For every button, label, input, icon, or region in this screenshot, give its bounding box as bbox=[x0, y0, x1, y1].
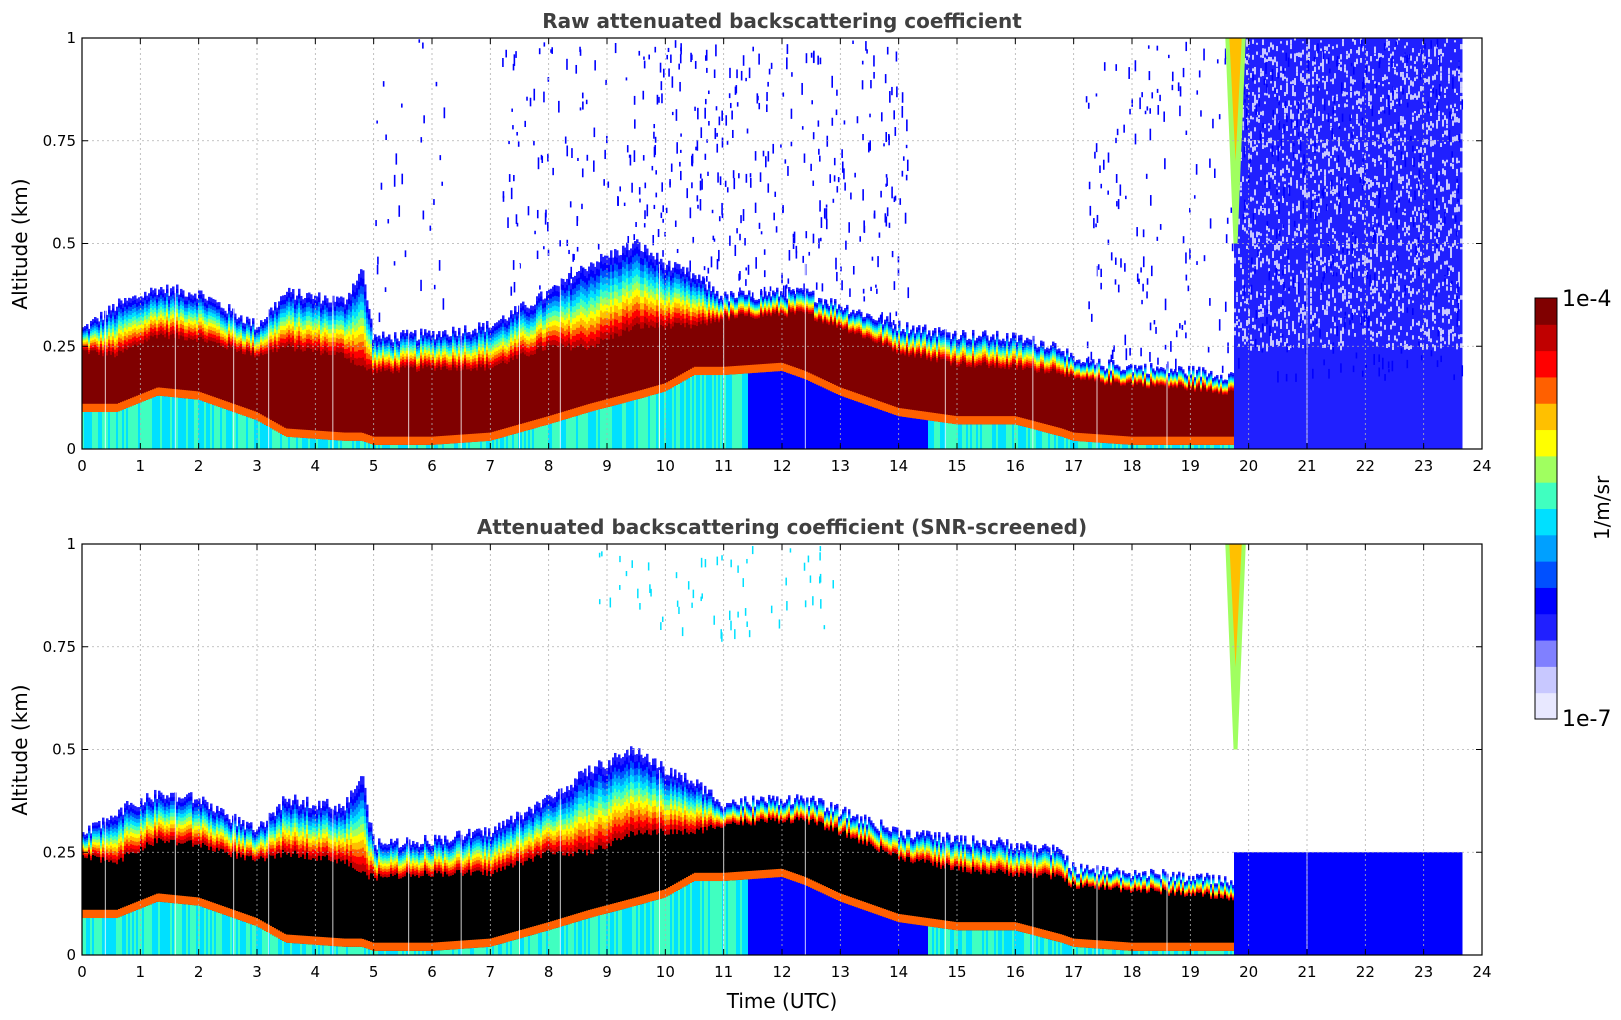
x-tick-label: 11 bbox=[714, 963, 733, 981]
x-tick-label: 2 bbox=[194, 457, 204, 475]
x-tick-label: 1 bbox=[136, 457, 146, 475]
panel-screened-y-axis: 0 0.25 0.5 0.75 1 bbox=[43, 535, 1482, 964]
panel-raw-y-axis: 0 0.25 0.5 0.75 1 bbox=[43, 29, 1482, 458]
colorbar-swatch bbox=[1535, 666, 1557, 694]
colorbar: 1e-4 1e-7 1/m/sr bbox=[1534, 287, 1614, 732]
x-tick-label: 0 bbox=[77, 457, 87, 475]
colorbar-swatch bbox=[1535, 613, 1557, 641]
panel-raw-grid bbox=[82, 38, 1482, 449]
x-tick-label: 14 bbox=[889, 457, 908, 475]
colorbar-max-label: 1e-4 bbox=[1562, 287, 1611, 312]
x-tick-label: 18 bbox=[1122, 457, 1141, 475]
colorbar-swatches bbox=[1535, 298, 1557, 720]
y-tick-label: 0.75 bbox=[43, 132, 76, 150]
x-tick-label: 3 bbox=[252, 457, 262, 475]
colorbar-swatch bbox=[1535, 455, 1557, 483]
x-tick-label: 23 bbox=[1414, 457, 1433, 475]
x-tick-label: 15 bbox=[947, 963, 966, 981]
colorbar-swatch bbox=[1535, 298, 1557, 325]
x-tick-label: 4 bbox=[311, 963, 321, 981]
x-tick-label: 6 bbox=[427, 963, 437, 981]
x-tick-label: 16 bbox=[1006, 457, 1025, 475]
panel-raw-title: Raw attenuated backscattering coefficien… bbox=[542, 9, 1022, 33]
x-tick-label: 12 bbox=[772, 457, 791, 475]
x-tick-label: 23 bbox=[1414, 963, 1433, 981]
y-tick-label: 1 bbox=[66, 29, 76, 47]
x-tick-label: 8 bbox=[544, 457, 554, 475]
panel-screened: Attenuated backscattering coefficient (S… bbox=[8, 515, 1492, 1013]
colorbar-frame bbox=[1534, 297, 1558, 720]
x-tick-label: 20 bbox=[1239, 963, 1258, 981]
colorbar-swatch bbox=[1535, 376, 1557, 404]
y-tick-label: 0.5 bbox=[52, 741, 76, 759]
x-tick-label: 24 bbox=[1472, 457, 1491, 475]
x-tick-label: 14 bbox=[889, 963, 908, 981]
colorbar-swatch bbox=[1535, 429, 1557, 457]
x-tick-label: 16 bbox=[1006, 963, 1025, 981]
x-tick-label: 22 bbox=[1356, 963, 1375, 981]
colorbar-swatch bbox=[1535, 587, 1557, 615]
x-tick-label: 10 bbox=[656, 963, 675, 981]
x-tick-label: 22 bbox=[1356, 457, 1375, 475]
colorbar-swatch bbox=[1535, 640, 1557, 667]
x-tick-label: 0 bbox=[77, 963, 87, 981]
x-tick-label: 4 bbox=[311, 457, 321, 475]
x-tick-label: 1 bbox=[136, 963, 146, 981]
colorbar-swatch bbox=[1535, 534, 1557, 562]
colorbar-min-label: 1e-7 bbox=[1562, 707, 1611, 732]
x-tick-label: 9 bbox=[602, 457, 612, 475]
y-tick-label: 0 bbox=[66, 946, 76, 964]
colorbar-swatch bbox=[1535, 482, 1557, 509]
x-tick-label: 21 bbox=[1297, 963, 1316, 981]
colorbar-swatch bbox=[1535, 350, 1557, 378]
x-tick-label: 17 bbox=[1064, 963, 1083, 981]
panel-screened-heatmap bbox=[82, 544, 1463, 955]
x-tick-label: 12 bbox=[772, 963, 791, 981]
panel-screened-grid bbox=[82, 544, 1482, 955]
y-tick-label: 0.75 bbox=[43, 638, 76, 656]
x-tick-label: 7 bbox=[486, 457, 496, 475]
y-tick-label: 0.5 bbox=[52, 235, 76, 253]
x-axis-label: Time (UTC) bbox=[726, 989, 838, 1013]
x-tick-label: 9 bbox=[602, 963, 612, 981]
x-tick-label: 6 bbox=[427, 457, 437, 475]
panel-raw-y-label: Altitude (km) bbox=[8, 178, 32, 309]
x-tick-label: 13 bbox=[831, 457, 850, 475]
x-tick-label: 19 bbox=[1181, 963, 1200, 981]
x-tick-label: 15 bbox=[947, 457, 966, 475]
x-tick-label: 5 bbox=[369, 457, 379, 475]
x-tick-label: 17 bbox=[1064, 457, 1083, 475]
y-tick-label: 0.25 bbox=[43, 843, 76, 861]
x-tick-label: 11 bbox=[714, 457, 733, 475]
x-tick-label: 21 bbox=[1297, 457, 1316, 475]
panel-screened-x-axis: 0 1 2 3 4 5 6 7 8 9 10 11 12 13 14 15 16 17 18 19 20 21 22 23 24 bbox=[77, 544, 1492, 981]
x-tick-label: 18 bbox=[1122, 963, 1141, 981]
y-tick-label: 0.25 bbox=[43, 337, 76, 355]
x-tick-label: 2 bbox=[194, 963, 204, 981]
colorbar-unit-label: 1/m/sr bbox=[1590, 475, 1614, 540]
x-tick-label: 20 bbox=[1239, 457, 1258, 475]
x-tick-label: 19 bbox=[1181, 457, 1200, 475]
colorbar-swatch bbox=[1535, 561, 1557, 588]
panel-raw-x-axis: 0 1 2 3 4 5 6 7 8 9 10 11 12 13 14 15 16 17 18 19 20 21 22 23 24 bbox=[77, 38, 1492, 475]
y-tick-label: 1 bbox=[66, 535, 76, 553]
x-tick-label: 7 bbox=[486, 963, 496, 981]
colorbar-swatch bbox=[1535, 403, 1557, 431]
y-tick-label: 0 bbox=[66, 440, 76, 458]
x-tick-label: 13 bbox=[831, 963, 850, 981]
x-tick-label: 5 bbox=[369, 963, 379, 981]
colorbar-swatch bbox=[1535, 324, 1557, 352]
colorbar-swatch bbox=[1535, 508, 1557, 536]
panel-screened-title: Attenuated backscattering coefficient (S… bbox=[477, 515, 1087, 539]
x-tick-label: 3 bbox=[252, 963, 262, 981]
x-tick-label: 10 bbox=[656, 457, 675, 475]
panel-screened-y-label: Altitude (km) bbox=[8, 684, 32, 815]
x-tick-label: 24 bbox=[1472, 963, 1491, 981]
panel-raw: Raw attenuated backscattering coefficien… bbox=[8, 9, 1492, 475]
colorbar-swatch bbox=[1535, 692, 1557, 720]
x-tick-label: 8 bbox=[544, 963, 554, 981]
